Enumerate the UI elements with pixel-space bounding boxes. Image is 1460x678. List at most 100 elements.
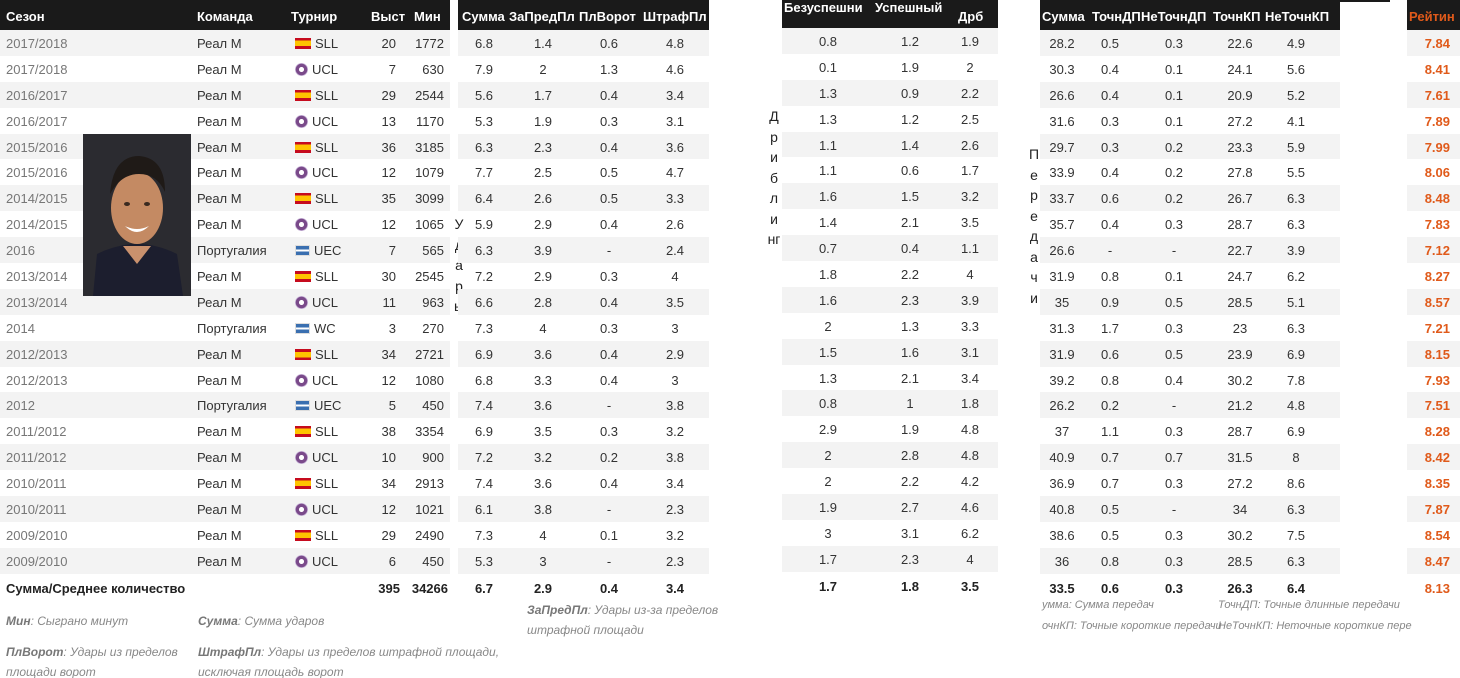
table-row[interactable]: 1.9 2.7 4.6	[782, 494, 998, 520]
tournament-header[interactable]: Турнир	[291, 9, 338, 24]
shots-total-header[interactable]: Сумма	[462, 9, 505, 24]
table-row[interactable]: 7.2 2.9 0.3 4	[458, 263, 709, 289]
table-row[interactable]: 7.7 2.5 0.5 4.7	[458, 159, 709, 185]
mins-header[interactable]: Мин	[414, 9, 441, 24]
table-row[interactable]: 7.51	[1407, 392, 1460, 419]
table-row[interactable]: 0.7 0.4 1.1	[782, 235, 998, 262]
table-row[interactable]: 8.47	[1407, 547, 1460, 574]
table-row[interactable]: 6.9 3.6 0.4 2.9	[458, 340, 709, 367]
table-row[interactable]: 2011/2012 Реал М UCL 10 900	[0, 444, 450, 471]
table-row[interactable]: 7.2 3.2 0.2 3.8	[458, 444, 709, 471]
table-row[interactable]: 2012/2013 Реал М SLL 34 2721	[0, 340, 450, 367]
table-row[interactable]: 37 1.1 0.3 28.7 6.9	[1040, 418, 1340, 444]
table-row[interactable]: 8.06	[1407, 159, 1460, 185]
table-row[interactable]: 29.7 0.3 0.2 23.3 5.9	[1040, 133, 1340, 160]
table-row[interactable]: 8.27	[1407, 263, 1460, 289]
table-row[interactable]: 1.3 1.2 2.5	[782, 106, 998, 132]
table-row[interactable]: 3 3.1 6.2	[782, 520, 998, 546]
pass-total-header[interactable]: Сумма	[1042, 9, 1085, 24]
table-row[interactable]: 2 2.8 4.8	[782, 442, 998, 469]
table-row[interactable]: 7.89	[1407, 108, 1460, 134]
dribble-unsuccessful-header[interactable]: Безуспешни	[784, 0, 863, 15]
table-row[interactable]: 40.9 0.7 0.7 31.5 8	[1040, 444, 1340, 471]
season-header[interactable]: Сезон	[6, 9, 45, 24]
table-row[interactable]: 7.93	[1407, 367, 1460, 393]
table-row[interactable]: 5.3 3 - 2.3	[458, 547, 709, 574]
table-row[interactable]: 40.8 0.5 - 34 6.3	[1040, 496, 1340, 522]
table-row[interactable]: 2 1.3 3.3	[782, 313, 998, 339]
shots-outbox-header[interactable]: ЗаПредПл	[509, 9, 575, 24]
table-row[interactable]: 6.6 2.8 0.4 3.5	[458, 288, 709, 315]
table-row[interactable]: 2014 Португалия WC 3 270	[0, 315, 450, 341]
table-row[interactable]: 8.54	[1407, 522, 1460, 548]
table-row[interactable]: 2015/2016 Реал М SLL 36 3185	[0, 133, 450, 160]
table-row[interactable]: 6.4 2.6 0.5 3.3	[458, 185, 709, 212]
table-row[interactable]: 2014/2015 Реал М SLL 35 3099	[0, 185, 450, 212]
table-row[interactable]: 2012/2013 Реал М UCL 12 1080	[0, 367, 450, 393]
pass-acclb-header[interactable]: ТочнДП	[1092, 9, 1141, 24]
table-row[interactable]: 6.8 1.4 0.6 4.8	[458, 30, 709, 56]
table-row[interactable]: 2009/2010 Реал М SLL 29 2490	[0, 522, 450, 548]
table-row[interactable]: 8.15	[1407, 340, 1460, 367]
team-header[interactable]: Команда	[197, 9, 253, 24]
table-row[interactable]: 2016 Португалия UEC 7 565	[0, 237, 450, 264]
table-row[interactable]: 36 0.8 0.3 28.5 6.3	[1040, 547, 1340, 574]
rating-header[interactable]: Рейтин	[1407, 0, 1460, 30]
dribble-successful-header[interactable]: Успешный	[875, 0, 943, 15]
table-row[interactable]: 6.1 3.8 - 2.3	[458, 496, 709, 522]
table-row[interactable]: 2016/2017 Реал М SLL 29 2544	[0, 81, 450, 108]
table-row[interactable]: 7.12	[1407, 237, 1460, 264]
dribble-total-header[interactable]: Дрб	[958, 9, 984, 24]
table-row[interactable]: 39.2 0.8 0.4 30.2 7.8	[1040, 367, 1340, 393]
shots-penarea-header[interactable]: ШтрафПл	[643, 9, 707, 24]
table-row[interactable]: 2012 Португалия UEC 5 450	[0, 392, 450, 419]
table-row[interactable]: 7.4 3.6 - 3.8	[458, 392, 709, 419]
table-row[interactable]: 8.41	[1407, 56, 1460, 82]
table-row[interactable]: 2010/2011 Реал М UCL 12 1021	[0, 496, 450, 522]
table-row[interactable]: 2013/2014 Реал М UCL 11 963	[0, 288, 450, 315]
table-row[interactable]: 8.28	[1407, 418, 1460, 444]
table-row[interactable]: 26.6 0.4 0.1 20.9 5.2	[1040, 81, 1340, 108]
table-row[interactable]: 36.9 0.7 0.3 27.2 8.6	[1040, 470, 1340, 496]
table-row[interactable]: 30.3 0.4 0.1 24.1 5.6	[1040, 56, 1340, 82]
table-row[interactable]: 8.48	[1407, 185, 1460, 212]
table-row[interactable]: 1.6 1.5 3.2	[782, 183, 998, 210]
table-row[interactable]: 33.7 0.6 0.2 26.7 6.3	[1040, 185, 1340, 212]
table-row[interactable]: 7.21	[1407, 315, 1460, 341]
table-row[interactable]: 33.9 0.4 0.2 27.8 5.5	[1040, 159, 1340, 185]
table-row[interactable]: 7.84	[1407, 30, 1460, 56]
table-row[interactable]: 1.3 0.9 2.2	[782, 79, 998, 106]
table-row[interactable]: 5.9 2.9 0.4 2.6	[458, 211, 709, 237]
table-row[interactable]: 1.3 2.1 3.4	[782, 365, 998, 391]
table-row[interactable]: 7.9 2 1.3 4.6	[458, 56, 709, 82]
table-row[interactable]: 7.83	[1407, 211, 1460, 237]
table-row[interactable]: 6.9 3.5 0.3 3.2	[458, 418, 709, 444]
table-row[interactable]: 28.2 0.5 0.3 22.6 4.9	[1040, 30, 1340, 56]
table-row[interactable]: 26.6 - - 22.7 3.9	[1040, 237, 1340, 264]
table-row[interactable]: 1.5 1.6 3.1	[782, 338, 998, 365]
table-row[interactable]: 8.57	[1407, 288, 1460, 315]
table-row[interactable]: 0.8 1 1.8	[782, 390, 998, 417]
table-row[interactable]: 6.8 3.3 0.4 3	[458, 367, 709, 393]
table-row[interactable]: 8.35	[1407, 470, 1460, 496]
table-row[interactable]: 1.1 0.6 1.7	[782, 157, 998, 183]
table-row[interactable]: 6.3 3.9 - 2.4	[458, 237, 709, 264]
table-row[interactable]: 31.3 1.7 0.3 23 6.3	[1040, 315, 1340, 341]
table-row[interactable]: 7.3 4 0.3 3	[458, 315, 709, 341]
table-row[interactable]: 0.1 1.9 2	[782, 54, 998, 80]
table-row[interactable]: 31.9 0.8 0.1 24.7 6.2	[1040, 263, 1340, 289]
table-row[interactable]: 38.6 0.5 0.3 30.2 7.5	[1040, 522, 1340, 548]
table-row[interactable]: 7.87	[1407, 496, 1460, 522]
table-row[interactable]: 1.6 2.3 3.9	[782, 286, 998, 313]
table-row[interactable]: 0.8 1.2 1.9	[782, 28, 998, 54]
table-row[interactable]: 2013/2014 Реал М SLL 30 2545	[0, 263, 450, 289]
table-row[interactable]: 2009/2010 Реал М UCL 6 450	[0, 547, 450, 574]
table-row[interactable]: 6.3 2.3 0.4 3.6	[458, 133, 709, 160]
pass-accsp-header[interactable]: ТочнКП	[1213, 9, 1261, 24]
table-row[interactable]: 2.9 1.9 4.8	[782, 416, 998, 442]
table-row[interactable]: 31.9 0.6 0.5 23.9 6.9	[1040, 340, 1340, 367]
table-row[interactable]: 7.99	[1407, 133, 1460, 160]
table-row[interactable]: 7.4 3.6 0.4 3.4	[458, 470, 709, 496]
table-row[interactable]: 8.42	[1407, 444, 1460, 471]
table-row[interactable]: 31.6 0.3 0.1 27.2 4.1	[1040, 108, 1340, 134]
